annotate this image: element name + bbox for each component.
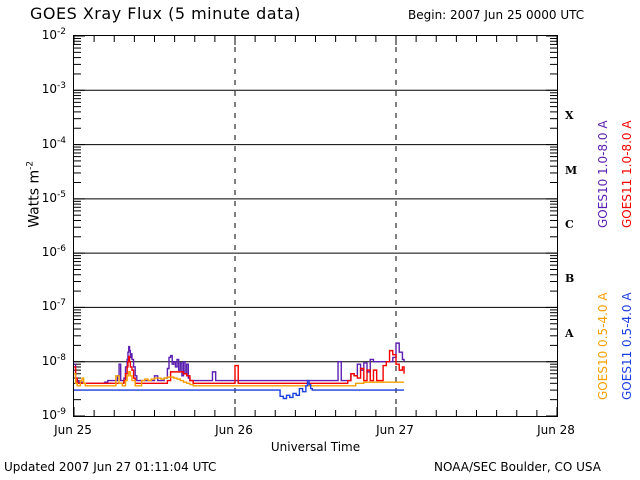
y-tick-exponent: -6 — [57, 244, 66, 255]
series-2 — [74, 371, 405, 387]
y-tick-exponent: -3 — [57, 81, 66, 92]
y-tick-exponent: -5 — [57, 189, 66, 200]
y-tick-mantissa: 10 — [41, 28, 58, 42]
y-tick-mantissa: 10 — [41, 299, 58, 314]
y-tick--7: 10-7 — [20, 298, 66, 313]
y-tick-exponent: -7 — [57, 298, 66, 309]
x-tick-jun-26: Jun 26 — [215, 423, 253, 437]
y-tick--4: 10-4 — [20, 136, 66, 151]
y-tick-exponent: -9 — [57, 407, 66, 417]
flare-class-C: C — [565, 218, 574, 231]
y-tick-mantissa: 10 — [41, 353, 58, 368]
legend-item-1: GOES11 1.0-8.0 A — [620, 120, 634, 228]
y-tick-mantissa: 10 — [41, 245, 58, 260]
series-3 — [74, 379, 405, 400]
y-tick-mantissa: 10 — [41, 408, 58, 422]
x-tick-jun-28: Jun 28 — [537, 423, 575, 437]
y-tick-exponent: -8 — [57, 352, 66, 363]
plot-area — [73, 35, 558, 417]
flare-class-A: A — [565, 326, 574, 340]
y-tick--8: 10-8 — [20, 353, 66, 368]
y-tick--3: 10-3 — [20, 81, 66, 96]
y-tick-exponent: -4 — [57, 135, 66, 146]
chart-title: GOES Xray Flux (5 minute data) — [30, 4, 301, 23]
x-tick-jun-25: Jun 25 — [54, 423, 92, 437]
x-tick-jun-27: Jun 27 — [376, 423, 414, 437]
y-tick-mantissa: 10 — [41, 190, 58, 205]
y-axis-label-exponent: -2 — [25, 160, 36, 170]
y-tick--2: 10-2 — [20, 27, 66, 42]
x-axis-label: Universal Time — [270, 440, 361, 454]
y-tick-mantissa: 10 — [41, 136, 58, 151]
flare-class-B: B — [565, 272, 575, 286]
legend-item-0: GOES10 1.0-8.0 A — [596, 120, 610, 228]
plot-svg — [74, 36, 557, 416]
y-tick-mantissa: 10 — [41, 82, 58, 97]
series-0 — [74, 342, 405, 385]
flare-class-M: M — [565, 163, 578, 177]
flare-class-X: X — [565, 109, 574, 123]
y-tick--6: 10-6 — [20, 244, 66, 259]
y-tick--5: 10-5 — [20, 190, 66, 205]
source-credit: NOAA/SEC Boulder, CO USA — [434, 460, 601, 474]
y-tick-exponent: -2 — [57, 27, 66, 37]
series-1 — [74, 349, 405, 385]
updated-timestamp: Updated 2007 Jun 27 01:11:04 UTC — [4, 460, 217, 474]
begin-time-label: Begin: 2007 Jun 25 0000 UTC — [408, 8, 585, 22]
legend-item-2: GOES10 0.5-4.0 A — [596, 292, 610, 400]
legend-item-3: GOES11 0.5-4.0 A — [620, 292, 634, 400]
y-tick--9: 10-9 — [20, 407, 66, 422]
